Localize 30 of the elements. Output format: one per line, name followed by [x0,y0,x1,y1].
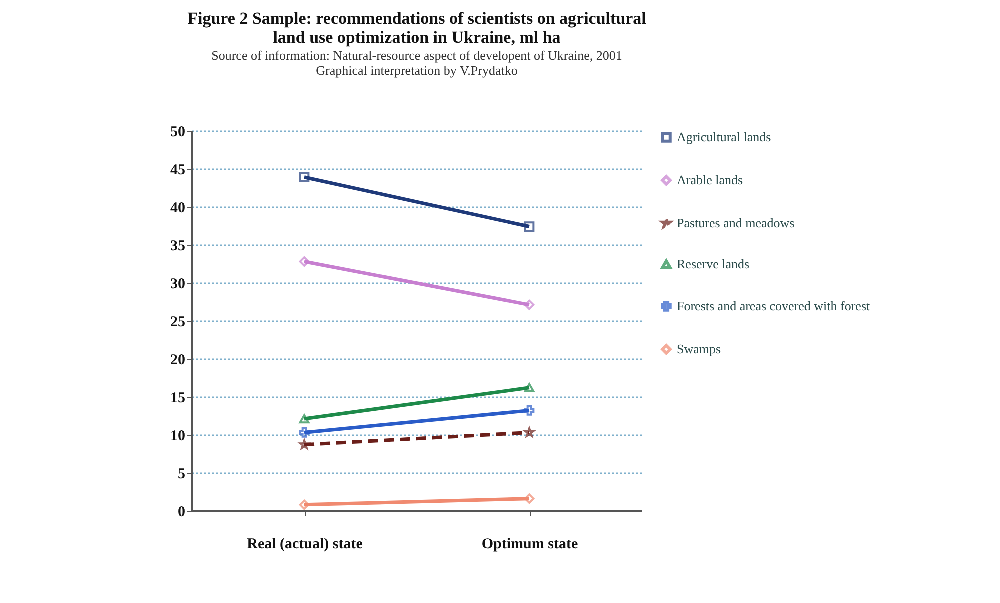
y-tick-label: 35 [170,238,186,254]
legend-label: Agricultural lands [677,130,772,144]
text: Graphical interpretation by V.Prydatko [316,63,518,78]
y-tick-label: 40 [170,200,186,216]
legend-label: Pastures and meadows [677,216,795,230]
chart-title: Figure 2 Sample: recommendations of scientists on agricultural land use optimization in Ukraine, ml ha [188,9,647,47]
y-tick-label: 25 [170,314,186,330]
y-tick-label: 30 [170,276,186,292]
point [299,256,310,267]
point [299,428,310,438]
point [524,300,535,310]
legend-label: Swamps [677,342,722,356]
y-tick-label: 15 [170,390,186,406]
point [524,222,535,232]
legend-label: Reserve lands [677,256,750,272]
point [524,405,535,416]
y-tick-label: 45 [170,162,186,178]
y-tick-label: 20 [170,352,186,368]
y-tick-label: 50 [170,124,186,140]
x-tick-label: Real (actual) state [247,536,364,552]
point [299,172,310,183]
point [524,494,535,504]
y-tick-label: 5 [178,466,186,482]
y-tick-label: 0 [178,504,186,520]
legend-label: Forests and areas covered with forest [677,298,871,314]
legend-label: Arable lands [677,172,744,188]
point [299,500,310,510]
chart-subtitle: Source of information: Natural-resource aspect of developent of Ukraine, 2001 [212,48,622,63]
y-tick-label: 10 [170,428,186,444]
x-tick-label: Optimum state [482,536,578,552]
